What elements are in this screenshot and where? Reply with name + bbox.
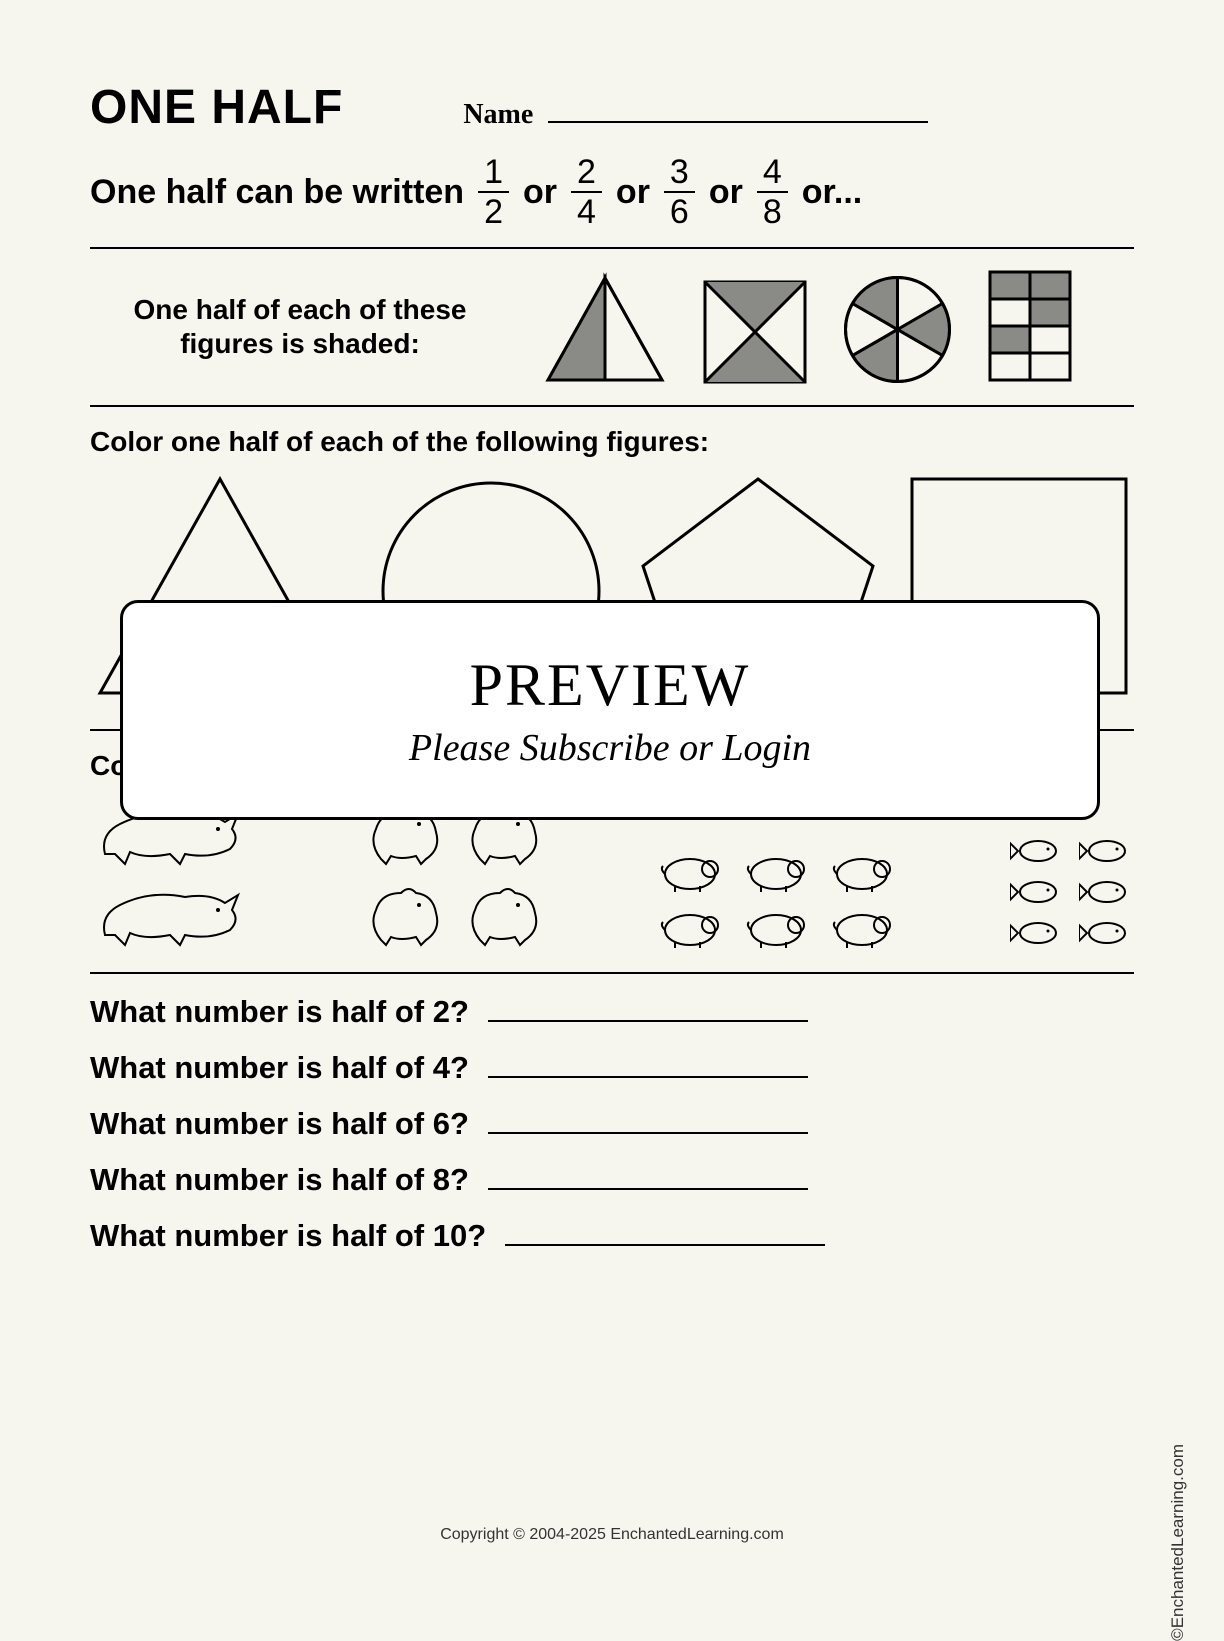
answer-blank[interactable] (488, 1020, 808, 1022)
answer-blank[interactable] (488, 1188, 808, 1190)
pig-icon (827, 900, 899, 950)
name-field-group: Name (403, 99, 927, 131)
question-2: What number is half of 4? (90, 1050, 1134, 1086)
fish-icon (1010, 915, 1065, 950)
question-4: What number is half of 8? (90, 1162, 1134, 1198)
section1-text: One half of each of these figures is sha… (90, 293, 510, 360)
section-shaded-examples: One half of each of these figures is sha… (90, 267, 1134, 387)
fish-icon (1079, 833, 1134, 868)
bear-icon (361, 875, 446, 950)
answer-blank[interactable] (505, 1244, 825, 1246)
fish-icon (1079, 915, 1134, 950)
section2-text: Color one half of each of the following … (90, 425, 1134, 459)
pig-icon (741, 844, 813, 894)
pigs-group (655, 844, 899, 950)
question-1: What number is half of 2? (90, 994, 1134, 1030)
intro-sentence: One half can be written 1 2 or 2 4 or 3 … (90, 155, 1134, 229)
bear-icon (460, 875, 545, 950)
pig-icon (741, 900, 813, 950)
fish-icon (1010, 874, 1065, 909)
fraction-3-6: 3 6 (664, 155, 695, 229)
question-5: What number is half of 10? (90, 1218, 1134, 1254)
triangle-half-shaded-icon (540, 272, 670, 387)
divider (90, 405, 1134, 407)
fish-icon (1010, 833, 1065, 868)
header-row: ONE HALF Name (90, 80, 1134, 135)
divider (90, 972, 1134, 974)
or-text: or (523, 173, 557, 212)
answer-blank[interactable] (488, 1132, 808, 1134)
preview-title: PREVIEW (470, 651, 751, 720)
name-blank-line[interactable] (548, 121, 928, 123)
intro-suffix: or... (802, 173, 862, 212)
fraction-1-2: 1 2 (478, 155, 509, 229)
fraction-2-4: 2 4 (571, 155, 602, 229)
fraction-4-8: 4 8 (757, 155, 788, 229)
preview-overlay: PREVIEW Please Subscribe or Login (120, 600, 1100, 820)
questions-section: What number is half of 2? What number is… (90, 994, 1134, 1254)
rhino-icon (90, 875, 250, 950)
pig-icon (655, 844, 727, 894)
divider (90, 247, 1134, 249)
square-x-half-shaded-icon (700, 277, 810, 387)
pig-icon (827, 844, 899, 894)
shaded-shapes-row (540, 267, 1080, 387)
preview-subtitle: Please Subscribe or Login (409, 726, 811, 770)
circle-six-slice-half-shaded-icon (840, 272, 955, 387)
fish-group (1010, 833, 1134, 950)
or-text: or (616, 173, 650, 212)
answer-blank[interactable] (488, 1076, 808, 1078)
name-label: Name (463, 99, 533, 130)
question-3: What number is half of 6? (90, 1106, 1134, 1142)
grid-half-shaded-icon (985, 267, 1080, 387)
pig-icon (655, 900, 727, 950)
copyright-text: Copyright © 2004-2025 EnchantedLearning.… (0, 1526, 1224, 1544)
or-text: or (709, 173, 743, 212)
fish-icon (1079, 874, 1134, 909)
page-title: ONE HALF (90, 80, 343, 135)
intro-prefix: One half can be written (90, 173, 464, 212)
